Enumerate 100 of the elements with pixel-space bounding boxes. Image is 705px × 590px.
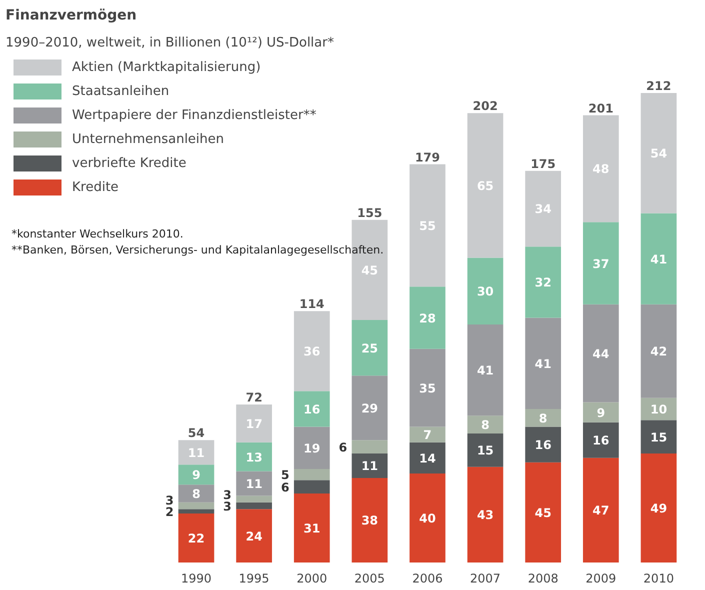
data-label: 43 xyxy=(476,508,494,522)
annotation: **Banken, Börsen, Versicherungs- und Kapitalanlagegesellschaften. xyxy=(12,244,384,256)
legend-label: Staatsanleihen xyxy=(72,84,170,98)
total-label: 179 xyxy=(414,150,440,164)
data-label: 40 xyxy=(419,512,436,526)
legend-label: Wertpapiere der Finanzdienstleister** xyxy=(72,108,316,122)
bar xyxy=(178,440,214,465)
bar xyxy=(525,170,562,247)
bar xyxy=(582,402,619,422)
bar xyxy=(582,222,619,304)
data-label: 16 xyxy=(592,434,610,448)
bar xyxy=(640,420,677,454)
data-label: 42 xyxy=(650,344,668,359)
bar xyxy=(352,478,388,562)
bar xyxy=(525,318,562,409)
bar xyxy=(525,246,562,318)
bar xyxy=(178,514,214,562)
total-label: 202 xyxy=(472,99,498,114)
total-label: 54 xyxy=(188,426,205,440)
data-label: 10 xyxy=(650,402,668,416)
data-label: 11 xyxy=(246,477,262,492)
data-label: 8 xyxy=(481,418,490,432)
data-label: 28 xyxy=(419,311,436,326)
bar xyxy=(236,502,272,510)
bar xyxy=(178,464,214,485)
bar xyxy=(582,304,619,402)
x-tick-label: 2009 xyxy=(586,572,616,586)
data-label: 9 xyxy=(192,468,200,482)
total-label: 175 xyxy=(530,156,556,171)
bar xyxy=(410,474,446,562)
x-tick-label: 1995 xyxy=(238,572,270,586)
data-label: 15 xyxy=(476,444,494,458)
bar xyxy=(467,416,504,434)
data-label: 16 xyxy=(304,402,320,416)
bar xyxy=(294,426,330,470)
data-label: 25 xyxy=(361,341,378,356)
bar xyxy=(640,304,677,398)
bar xyxy=(294,469,330,480)
data-label: 49 xyxy=(650,501,668,516)
bar xyxy=(236,496,272,502)
x-tick-label: 2008 xyxy=(528,572,558,586)
chart-subtitle: 1990–2010, weltweit, in Billionen (10¹²) US-Dollar* xyxy=(6,36,334,50)
total-label: 114 xyxy=(299,297,324,312)
data-label: 32 xyxy=(534,276,552,290)
bar xyxy=(410,286,446,349)
bar xyxy=(525,426,562,462)
data-label: 11 xyxy=(361,459,378,474)
data-label: 31 xyxy=(304,522,320,536)
bar xyxy=(410,442,446,474)
bar xyxy=(410,348,446,427)
bar xyxy=(640,213,677,304)
total-label: 155 xyxy=(357,206,382,220)
data-label: 9 xyxy=(596,406,606,420)
data-label: 47 xyxy=(592,504,610,518)
bar xyxy=(352,376,388,440)
data-label: 45 xyxy=(534,506,552,520)
data-label: 41 xyxy=(650,252,668,266)
data-label: 22 xyxy=(188,532,205,546)
bar xyxy=(294,480,330,494)
data-label: 44 xyxy=(592,346,610,361)
data-label: 30 xyxy=(476,284,494,299)
data-label: 8 xyxy=(538,411,548,426)
x-tick-label: 2000 xyxy=(296,572,328,586)
bar xyxy=(410,164,446,287)
data-label: 38 xyxy=(361,514,378,528)
legend-label: Kredite xyxy=(72,180,119,194)
data-label: 37 xyxy=(592,256,610,271)
bar xyxy=(640,93,677,214)
chart-title: Finanzvermögen xyxy=(6,8,137,24)
bar xyxy=(467,113,504,258)
data-label: 5 xyxy=(280,468,290,482)
annotation: *konstanter Wechselkurs 2010. xyxy=(12,228,184,240)
total-label: 212 xyxy=(646,79,672,94)
total-label: 201 xyxy=(588,101,614,116)
data-label: 13 xyxy=(246,450,262,464)
data-label: 6 xyxy=(280,480,290,494)
x-tick-label: 2007 xyxy=(470,572,501,586)
bar xyxy=(352,320,388,376)
bar xyxy=(236,509,272,562)
total-label: 72 xyxy=(246,390,262,405)
data-label: 41 xyxy=(534,356,552,371)
bar xyxy=(294,494,330,562)
x-tick-label: 2006 xyxy=(412,572,443,586)
bar xyxy=(525,462,562,562)
bar xyxy=(236,404,272,442)
bar xyxy=(582,422,619,458)
bar xyxy=(525,408,562,427)
bar xyxy=(582,115,619,222)
bar xyxy=(294,391,330,427)
bar xyxy=(467,466,504,562)
data-label: 16 xyxy=(534,438,552,452)
legend-label: Aktien (Marktkapitalisierung) xyxy=(72,60,261,74)
bar xyxy=(582,458,619,562)
legend-label: verbriefte Kredite xyxy=(72,156,186,170)
bar xyxy=(178,484,214,502)
data-label: 15 xyxy=(650,430,668,444)
data-label: 19 xyxy=(304,441,320,456)
bar xyxy=(640,453,677,562)
bar xyxy=(178,502,214,510)
data-label: 6 xyxy=(338,440,348,454)
